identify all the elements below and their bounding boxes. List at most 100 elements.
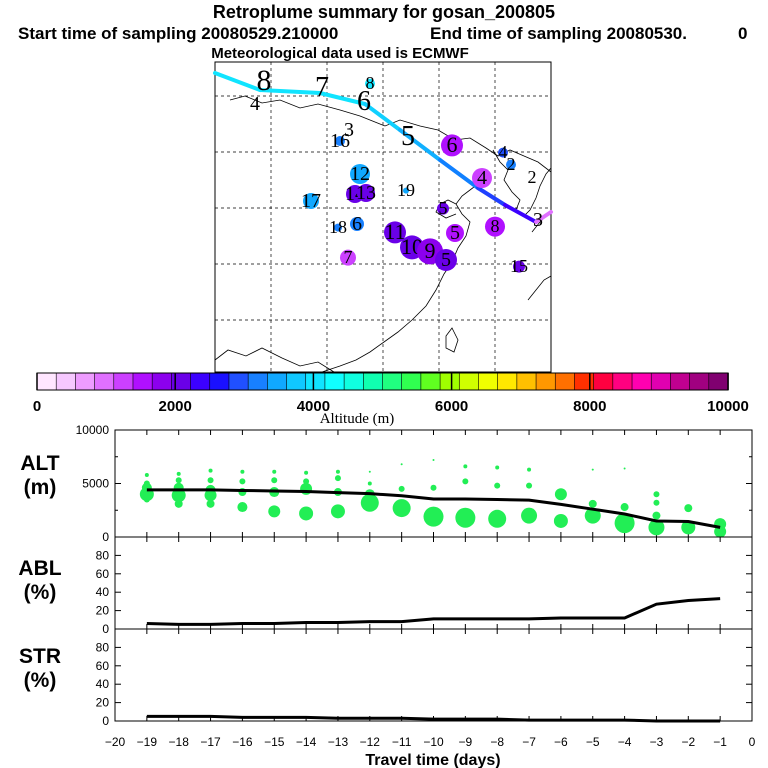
panel-abl: 0 20 40 60 80 ABL(%): [18, 536, 753, 636]
y-tick-label: 40: [96, 585, 110, 599]
map-marker-label: 8: [366, 73, 375, 93]
colorbar-swatch: [458, 372, 480, 391]
panel-frame: [114, 628, 753, 722]
trajectory-segment: [534, 210, 553, 224]
map-marker-dot: [350, 164, 370, 184]
map-marker: 7: [340, 247, 356, 267]
map-marker-label: 6: [357, 86, 371, 117]
colorbar-swatch: [132, 372, 153, 391]
colorbar-swatch: [363, 372, 384, 391]
alt-point: [652, 511, 661, 520]
map-marker: 11: [384, 219, 406, 244]
alt-point: [143, 496, 150, 503]
alt-point: [620, 503, 629, 512]
colorbar-swatch: [247, 372, 269, 391]
panel-ylabel-unit: (%): [24, 669, 57, 692]
trajectory-segment: [258, 88, 322, 95]
map-marker-label: 5: [439, 198, 448, 218]
colorbar-swatch: [267, 372, 288, 391]
map-marker: 8: [485, 216, 505, 237]
map-marker: 2: [528, 167, 537, 187]
colorbar-swatch: [420, 372, 441, 391]
map-marker-dot: [472, 168, 492, 188]
alt-point: [494, 482, 501, 489]
x-tick-label: −1: [713, 735, 727, 749]
map-marker-dot: [403, 187, 409, 194]
start-time-label: Start time of sampling 20080529.210000: [18, 24, 339, 43]
x-tick-label: −14: [296, 735, 317, 749]
map-marker-label: 16: [330, 130, 350, 152]
colorbar-swatch: [554, 372, 576, 391]
colorbar-swatch: [382, 372, 403, 391]
y-tick-label: 80: [96, 548, 110, 562]
alt-point: [272, 469, 277, 474]
y-tick-label: 20: [96, 696, 110, 710]
panel-ylabel: ABL: [18, 557, 61, 580]
alt-point: [144, 472, 149, 477]
y-tick-label: 5000: [82, 477, 109, 491]
colorbar-swatch: [286, 372, 307, 391]
map-marker: 4: [250, 93, 260, 115]
map-marker: 18: [329, 217, 347, 237]
colorbar-swatch: [612, 372, 633, 391]
map-gridlines: [215, 62, 551, 372]
map-marker-label: 5: [401, 121, 415, 152]
alt-point: [204, 489, 217, 502]
alt-point: [174, 499, 183, 508]
panel-ylabel-unit: (m): [24, 476, 57, 499]
map-marker-label: 4: [250, 93, 260, 115]
x-tick-label: −8: [490, 735, 504, 749]
alt-point: [360, 493, 379, 512]
alt-point: [623, 467, 626, 470]
x-tick-label: −3: [650, 735, 664, 749]
colorbar-swatch: [324, 372, 345, 391]
map-marker-dot: [441, 134, 463, 157]
colorbar-swatch: [55, 372, 77, 391]
x-tick-label: −12: [360, 735, 381, 749]
chart-title: Retroplume summary for gosan_200805: [212, 2, 556, 22]
colorbar-tick-label: 0: [33, 398, 41, 415]
colorbar-swatch: [574, 372, 595, 391]
map-marker: 5: [401, 121, 415, 152]
map-marker-dot: [365, 78, 375, 89]
alt-point: [488, 509, 507, 528]
alt-point: [271, 477, 278, 484]
y-tick-label: 0: [102, 530, 109, 544]
colorbar-swatch: [171, 372, 192, 391]
trajectory-segment: [438, 158, 480, 190]
coastline-west: [214, 347, 335, 373]
alt-point: [175, 477, 182, 484]
x-tick-label: −5: [586, 735, 600, 749]
map-marker-label: 2: [528, 167, 537, 187]
colorbar-swatch: [650, 372, 672, 391]
colorbar-swatch: [36, 372, 57, 391]
map-marker-label: 12: [350, 163, 370, 185]
map-marker-label: 8: [491, 216, 500, 236]
colorbar-swatch: [209, 372, 230, 391]
x-axis-title: Travel time (days): [365, 752, 500, 768]
x-tick-label: −7: [522, 735, 536, 749]
met-data-label: Meteorological data used is ECMWF: [211, 45, 469, 62]
map-marker-label: 7: [315, 72, 329, 103]
colorbar-swatch: [478, 372, 499, 391]
alt-point: [268, 505, 281, 518]
alt-point: [207, 477, 214, 484]
map-marker-dot: [384, 221, 406, 244]
coastline-north: [229, 95, 552, 173]
colorbar-tick-label: 8000: [573, 398, 606, 415]
map-marker-dot: [357, 184, 375, 202]
colorbar-swatch: [689, 372, 710, 391]
map-marker-label: 3: [533, 209, 543, 231]
colorbar-swatch: [535, 372, 556, 391]
x-tick-label: −13: [328, 735, 349, 749]
trajectory-segment: [213, 71, 262, 92]
alt-point: [398, 485, 405, 492]
x-tick-label: −15: [264, 735, 285, 749]
abl-line: [146, 597, 721, 626]
alt-point: [239, 478, 246, 485]
x-tick-label: −11: [392, 735, 412, 749]
x-tick-label: −16: [232, 735, 253, 749]
